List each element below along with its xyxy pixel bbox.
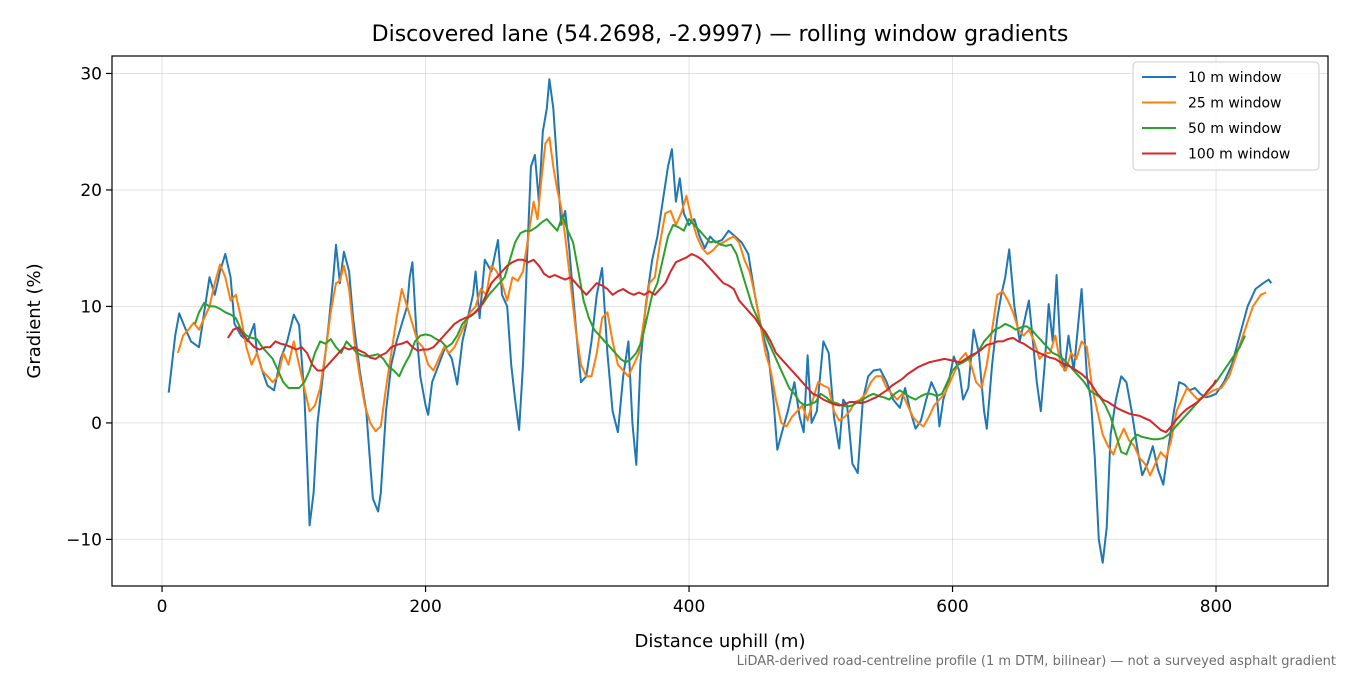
x-axis-label: Distance uphill (m) — [635, 631, 806, 652]
chart-title: Discovered lane (54.2698, -2.9997) — rol… — [372, 22, 1069, 47]
legend: 10 m window 25 m window 50 m window 100 m w… — [1132, 61, 1320, 171]
y-axis-label: Gradient (%) — [24, 263, 45, 378]
x-tick-label: 600 — [936, 597, 968, 617]
y-tick-label: 30 — [80, 64, 102, 84]
x-tick-label: 800 — [1200, 597, 1232, 617]
y-tick-label: 0 — [91, 414, 102, 434]
legend-label: 100 m window — [1188, 147, 1290, 163]
y-axis-ticks: −10 0 10 20 30 — [66, 64, 112, 550]
legend-box — [1132, 61, 1320, 171]
legend-label: 25 m window — [1188, 96, 1281, 112]
series-line-1 — [167, 78, 1273, 564]
legend-label: 10 m window — [1188, 70, 1281, 86]
y-tick-label: 10 — [80, 297, 102, 317]
series-line-3 — [194, 214, 1246, 456]
x-tick-label: 200 — [409, 597, 441, 617]
y-tick-label: −10 — [66, 530, 102, 550]
x-gridlines — [161, 56, 1217, 586]
plot-frame — [111, 55, 1329, 587]
y-tick-label: 20 — [80, 181, 102, 201]
legend-label: 50 m window — [1188, 121, 1281, 137]
x-axis-ticks: 0 200 400 600 800 — [157, 586, 1232, 617]
series-layer — [167, 78, 1273, 564]
y-gridlines — [112, 72, 1328, 540]
x-tick-label: 0 — [157, 597, 168, 617]
footnote: LiDAR-derived road-centreline profile (1… — [737, 654, 1336, 669]
x-tick-label: 400 — [673, 597, 705, 617]
series-line-4 — [227, 253, 1217, 434]
